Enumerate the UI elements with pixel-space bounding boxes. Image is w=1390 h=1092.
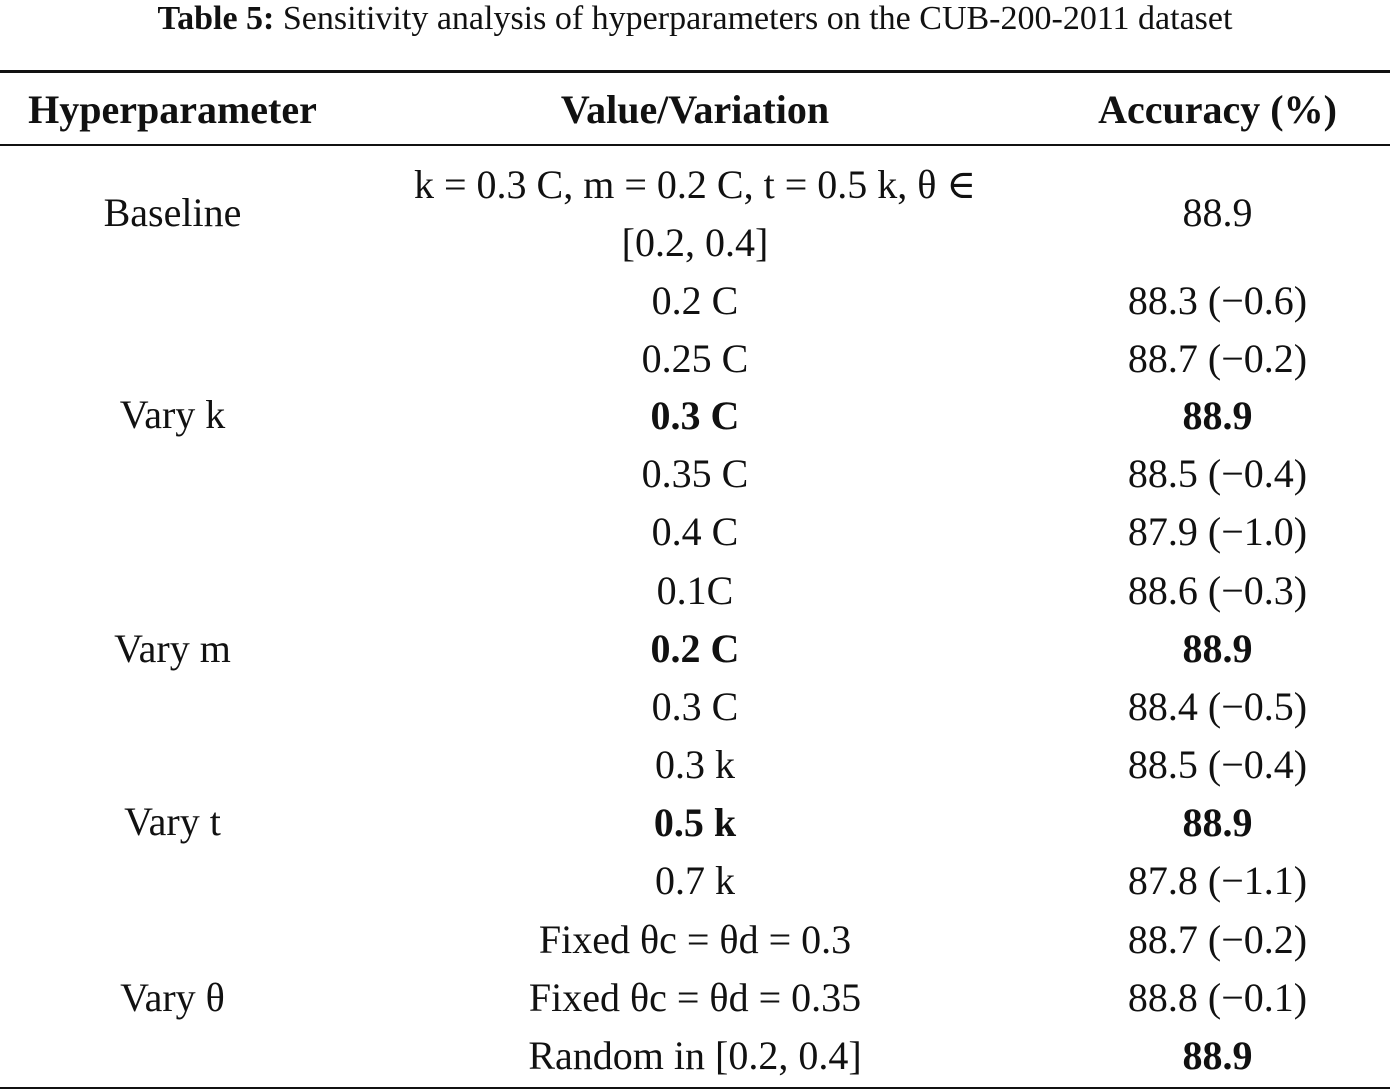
- table-header-rule: [0, 144, 1390, 146]
- table-row-value-best: 0.5 k: [653, 800, 737, 845]
- group-label-baseline: Baseline: [103, 190, 242, 235]
- table-row-value: 0.1C: [656, 568, 734, 613]
- table-row-value-best: 0.3 C: [650, 393, 740, 438]
- baseline-accuracy: 88.9: [1182, 190, 1253, 235]
- baseline-value-line2: [0.2, 0.4]: [621, 220, 769, 265]
- table-row-accuracy: 88.7 (−0.2): [1127, 917, 1308, 962]
- table-row-accuracy: 88.8 (−0.1): [1127, 975, 1308, 1020]
- table-row-accuracy: 87.9 (−1.0): [1127, 509, 1308, 554]
- table-row-accuracy: 88.6 (−0.3): [1127, 568, 1308, 613]
- table-row-value: 0.25 C: [641, 336, 749, 381]
- table-row-value: Fixed θc = θd = 0.3: [538, 917, 852, 962]
- table-row-accuracy-best: 88.9: [1182, 1033, 1253, 1078]
- table-top-rule: [0, 70, 1390, 73]
- table-caption: Table 5: Sensitivity analysis of hyperpa…: [0, 0, 1390, 44]
- table-row-value: 0.2 C: [651, 278, 739, 323]
- header-value: Value/Variation: [560, 87, 830, 132]
- table-caption-label: Table 5:: [157, 0, 275, 37]
- table-row-value: Random in [0.2, 0.4]: [528, 1033, 862, 1078]
- table-row-value-best: 0.2 C: [650, 626, 740, 671]
- header-accuracy: Accuracy (%): [1098, 87, 1337, 132]
- table-row-value: 0.35 C: [641, 451, 749, 496]
- table-row-value: 0.3 C: [651, 684, 739, 729]
- table-caption-text: Sensitivity analysis of hyperparameters …: [282, 0, 1233, 37]
- table-row-accuracy-best: 88.9: [1182, 393, 1253, 438]
- group-label-vary-k: Vary k: [119, 392, 226, 437]
- table-row-value: Fixed θc = θd = 0.35: [528, 975, 862, 1020]
- group-label-vary-t: Vary t: [124, 799, 221, 844]
- table-row-accuracy-best: 88.9: [1182, 800, 1253, 845]
- table-row-accuracy: 88.5 (−0.4): [1127, 742, 1308, 787]
- header-hyperparameter: Hyperparameter: [28, 87, 317, 132]
- table-row-value: 0.3 k: [655, 742, 735, 787]
- table-row-accuracy: 88.7 (−0.2): [1127, 336, 1308, 381]
- baseline-value-line1: k = 0.3 C, m = 0.2 C, t = 0.5 k, θ ∈: [413, 162, 977, 207]
- table-row-value: 0.7 k: [655, 858, 735, 903]
- group-label-vary-theta: Vary θ: [120, 975, 225, 1020]
- table-bottom-rule: [0, 1087, 1390, 1089]
- table-row-value: 0.4 C: [651, 509, 739, 554]
- table-row-accuracy: 88.3 (−0.6): [1127, 278, 1308, 323]
- table-row-accuracy: 87.8 (−1.1): [1127, 858, 1308, 903]
- table-row-accuracy-best: 88.9: [1182, 626, 1253, 671]
- group-label-vary-m: Vary m: [114, 626, 231, 671]
- table-row-accuracy: 88.4 (−0.5): [1127, 684, 1308, 729]
- table-row-accuracy: 88.5 (−0.4): [1127, 451, 1308, 496]
